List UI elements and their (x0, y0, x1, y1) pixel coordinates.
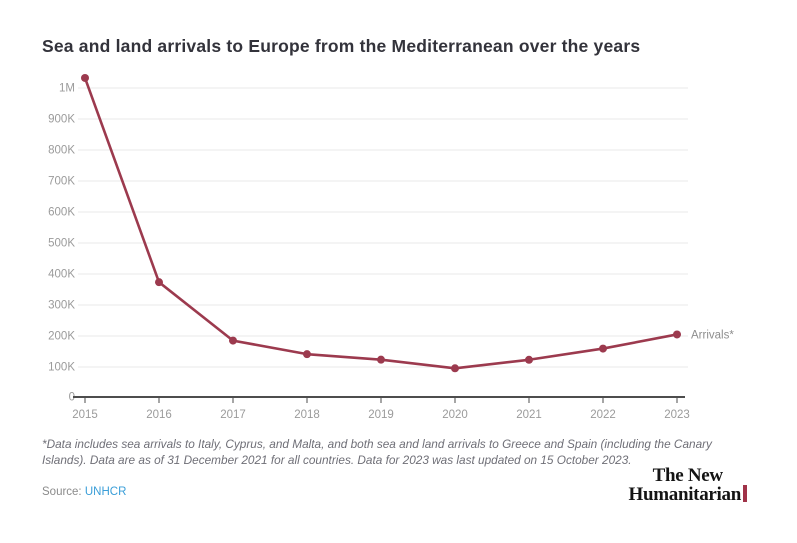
y-axis-label-0: 0 (69, 392, 75, 404)
x-axis-label-2021: 2021 (516, 409, 542, 421)
data-point-2023 (673, 330, 681, 339)
chart-title: Sea and land arrivals to Europe from the… (42, 36, 641, 56)
y-axis-label-800K: 800K (48, 145, 75, 157)
y-axis-label-600K: 600K (48, 207, 75, 219)
data-point-2020 (451, 364, 459, 373)
x-axis-label-2015: 2015 (72, 409, 98, 421)
chart-footnote: *Data includes sea arrivals to Italy, Cy… (42, 437, 712, 467)
arrivals-line (83, 77, 678, 370)
x-axis-label-2020: 2020 (442, 409, 468, 421)
tnh-logo: The New Humanitarian (628, 466, 747, 504)
y-axis-label-500K: 500K (48, 238, 75, 250)
tnh-logo-red-bar (743, 485, 747, 502)
data-point-2021 (525, 355, 533, 364)
tnh-logo-line2: Humanitarian (628, 485, 747, 504)
source-row: Source: UNHCR (42, 486, 126, 498)
x-axis-label-2022: 2022 (590, 409, 616, 421)
arrivals-line-chart: 0 100K 200K 300K 400K 500K 600K 700K 800K 900K 1M 2… (48, 73, 734, 421)
y-axis-label-1M: 1M (59, 83, 75, 95)
x-axis-label-2016: 2016 (146, 409, 172, 421)
data-point-2017 (229, 336, 237, 345)
series-label-arrivals: Arrivals* (691, 329, 734, 341)
y-axis-label-400K: 400K (48, 269, 75, 281)
data-point-2018 (303, 350, 311, 359)
data-point-2022 (599, 344, 607, 353)
y-axis-label-900K: 900K (48, 114, 75, 126)
x-axis-label-2017: 2017 (220, 409, 246, 421)
line-chart-container: 0 100K 200K 300K 400K 500K 600K 700K 800K 900K 1M 2… (40, 58, 797, 435)
x-axis-label-2019: 2019 (368, 409, 394, 421)
data-point-2019 (377, 355, 385, 364)
source-label: Source: (42, 486, 82, 498)
y-axis-label-100K: 100K (48, 362, 75, 374)
y-axis-label-200K: 200K (48, 331, 75, 343)
source-link-unhcr[interactable]: UNHCR (84, 486, 127, 498)
y-axis-label-300K: 300K (48, 300, 75, 312)
tnh-logo-line1: The New (652, 465, 724, 486)
y-axis-label-700K: 700K (48, 176, 75, 188)
data-point-2015 (81, 73, 89, 82)
x-axis-label-2018: 2018 (294, 409, 320, 421)
x-axis-label-2023: 2023 (664, 409, 690, 421)
data-point-2016 (155, 278, 163, 287)
